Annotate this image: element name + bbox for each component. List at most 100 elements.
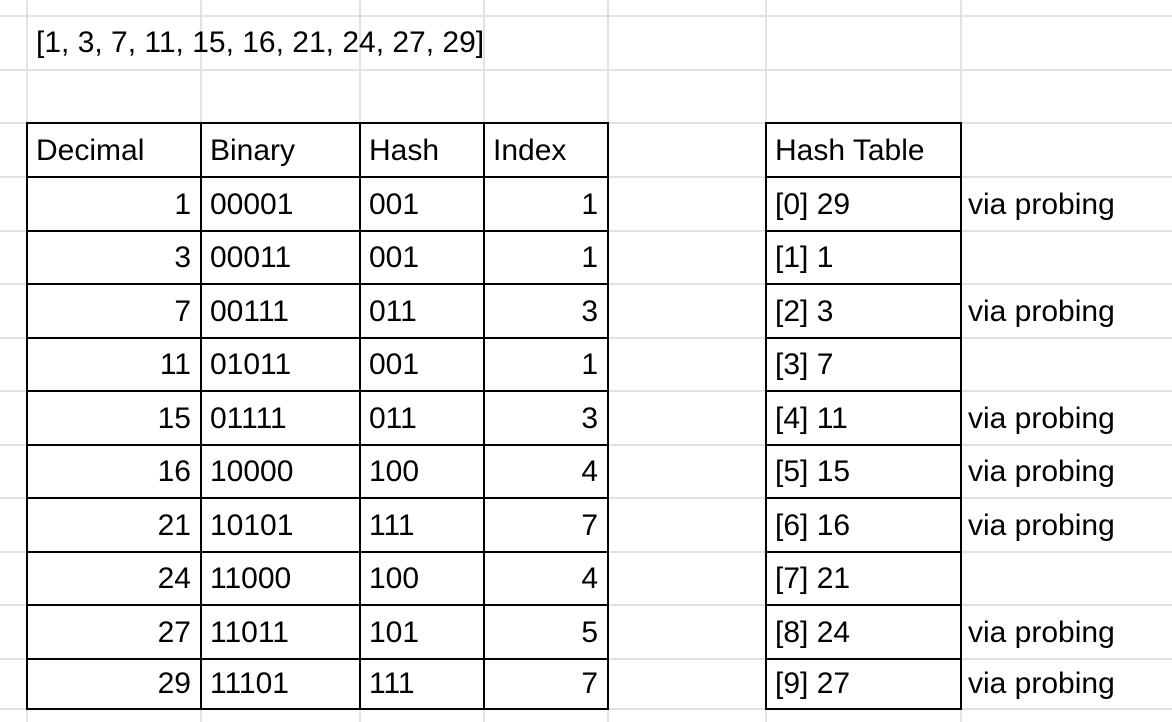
cell-binary[interactable]: 00001 — [210, 187, 294, 221]
hash-table-slot[interactable]: [6] 16 — [775, 508, 851, 542]
cell-hash[interactable]: 001 — [369, 347, 420, 381]
cell-decimal[interactable]: 24 — [157, 561, 191, 595]
probing-note[interactable]: via probing — [968, 187, 1115, 221]
cell-hash[interactable]: 100 — [369, 561, 420, 595]
hash-table-border — [765, 122, 962, 124]
header-binary[interactable]: Binary — [210, 133, 296, 167]
cell-index[interactable]: 3 — [581, 294, 598, 328]
hash-table-slot[interactable]: [4] 11 — [775, 401, 848, 435]
cell-binary[interactable]: 01111 — [210, 401, 287, 435]
table-border — [26, 122, 609, 124]
probing-note[interactable] — [962, 338, 1172, 391]
cell-hash[interactable]: 111 — [369, 508, 415, 542]
table-border — [26, 230, 609, 232]
probing-note[interactable]: via probing — [968, 667, 1115, 700]
hash-table-border — [765, 337, 962, 339]
hash-table-border — [765, 176, 962, 178]
cell-decimal[interactable]: 11 — [159, 347, 191, 381]
cell-decimal[interactable]: 7 — [174, 294, 191, 328]
cell-decimal[interactable]: 15 — [157, 401, 191, 435]
table-border — [26, 390, 609, 392]
cell-hash[interactable]: 011 — [369, 401, 417, 435]
cell-index[interactable]: 1 — [581, 240, 598, 274]
cell-hash[interactable]: 011 — [369, 294, 417, 328]
table-border — [483, 122, 485, 710]
cell-binary[interactable]: 11101 — [210, 667, 289, 700]
cell-binary[interactable]: 00011 — [210, 240, 292, 274]
probing-note[interactable] — [962, 552, 1172, 605]
hash-table-border — [765, 444, 962, 446]
table-border — [26, 176, 609, 178]
cell-decimal[interactable]: 21 — [157, 508, 191, 542]
probing-note[interactable]: via probing — [968, 615, 1115, 649]
cell-decimal[interactable]: 16 — [157, 454, 191, 488]
hash-table-border — [765, 390, 962, 392]
hash-table-border — [765, 122, 767, 710]
cell-binary[interactable]: 10000 — [210, 454, 294, 488]
table-border — [26, 604, 609, 606]
cell-index[interactable]: 4 — [581, 454, 598, 488]
header-index[interactable]: Index — [493, 133, 567, 167]
cell-hash[interactable]: 001 — [369, 240, 420, 274]
gridline — [0, 15, 1172, 17]
hash-table-border — [765, 230, 962, 232]
hash-table-border — [765, 604, 962, 606]
hash-table-border — [765, 551, 962, 553]
table-border — [26, 551, 609, 553]
table-border — [200, 122, 202, 710]
cell-index[interactable]: 5 — [581, 615, 598, 649]
table-border — [26, 658, 609, 660]
cell-index[interactable]: 3 — [581, 401, 598, 435]
hash-table-slot[interactable]: [3] 7 — [775, 347, 834, 381]
cell-decimal[interactable]: 1 — [174, 187, 191, 221]
cell-index[interactable]: 1 — [581, 187, 598, 221]
cell-binary[interactable]: 10101 — [210, 508, 294, 542]
gridline — [0, 69, 1172, 71]
table-border — [26, 122, 28, 710]
probing-note[interactable] — [962, 231, 1172, 284]
cell-binary[interactable]: 00111 — [210, 294, 289, 328]
probing-note[interactable]: via probing — [968, 508, 1115, 542]
hash-table-border — [765, 283, 962, 285]
hash-table-slot[interactable]: [1] 1 — [775, 240, 834, 274]
number-list[interactable]: [1, 3, 7, 11, 15, 16, 21, 24, 27, 29] — [36, 26, 485, 59]
header-decimal[interactable]: Decimal — [36, 133, 145, 167]
table-border — [26, 497, 609, 499]
hash-table-slot[interactable]: [2] 3 — [775, 294, 834, 328]
table-border — [359, 122, 361, 710]
table-border — [26, 283, 609, 285]
hash-table-slot[interactable]: [8] 24 — [775, 615, 851, 649]
header-hash[interactable]: Hash — [369, 133, 440, 167]
cell-hash[interactable]: 111 — [369, 667, 415, 700]
cell-decimal[interactable]: 29 — [157, 667, 191, 700]
hash-table-border — [765, 658, 962, 660]
cell-binary[interactable]: 11011 — [210, 615, 289, 649]
probing-note[interactable]: via probing — [968, 401, 1115, 435]
cell-hash[interactable]: 100 — [369, 454, 420, 488]
header-hash-table[interactable]: Hash Table — [775, 133, 925, 167]
hash-table-border — [960, 122, 962, 710]
cell-binary[interactable]: 11000 — [210, 561, 292, 595]
cell-decimal[interactable]: 27 — [157, 615, 191, 649]
cell-binary[interactable]: 01011 — [210, 347, 292, 381]
table-border — [607, 122, 609, 710]
hash-table-slot[interactable]: [5] 15 — [775, 454, 851, 488]
hash-table-slot[interactable]: [0] 29 — [775, 187, 851, 221]
probing-note[interactable]: via probing — [968, 454, 1115, 488]
cell-index[interactable]: 7 — [581, 667, 598, 700]
cell-index[interactable]: 7 — [581, 508, 598, 542]
cell-hash[interactable]: 101 — [369, 615, 420, 649]
table-border — [26, 444, 609, 446]
cell-decimal[interactable]: 3 — [174, 240, 191, 274]
table-border — [26, 708, 609, 710]
table-border — [26, 337, 609, 339]
cell-index[interactable]: 4 — [581, 561, 598, 595]
hash-table-slot[interactable]: [7] 21 — [775, 561, 851, 595]
hash-table-border — [765, 708, 962, 710]
hash-table-border — [765, 497, 962, 499]
cell-hash[interactable]: 001 — [369, 187, 420, 221]
cell-index[interactable]: 1 — [581, 347, 598, 381]
probing-note[interactable]: via probing — [968, 294, 1115, 328]
hash-table-slot[interactable]: [9] 27 — [775, 667, 851, 700]
